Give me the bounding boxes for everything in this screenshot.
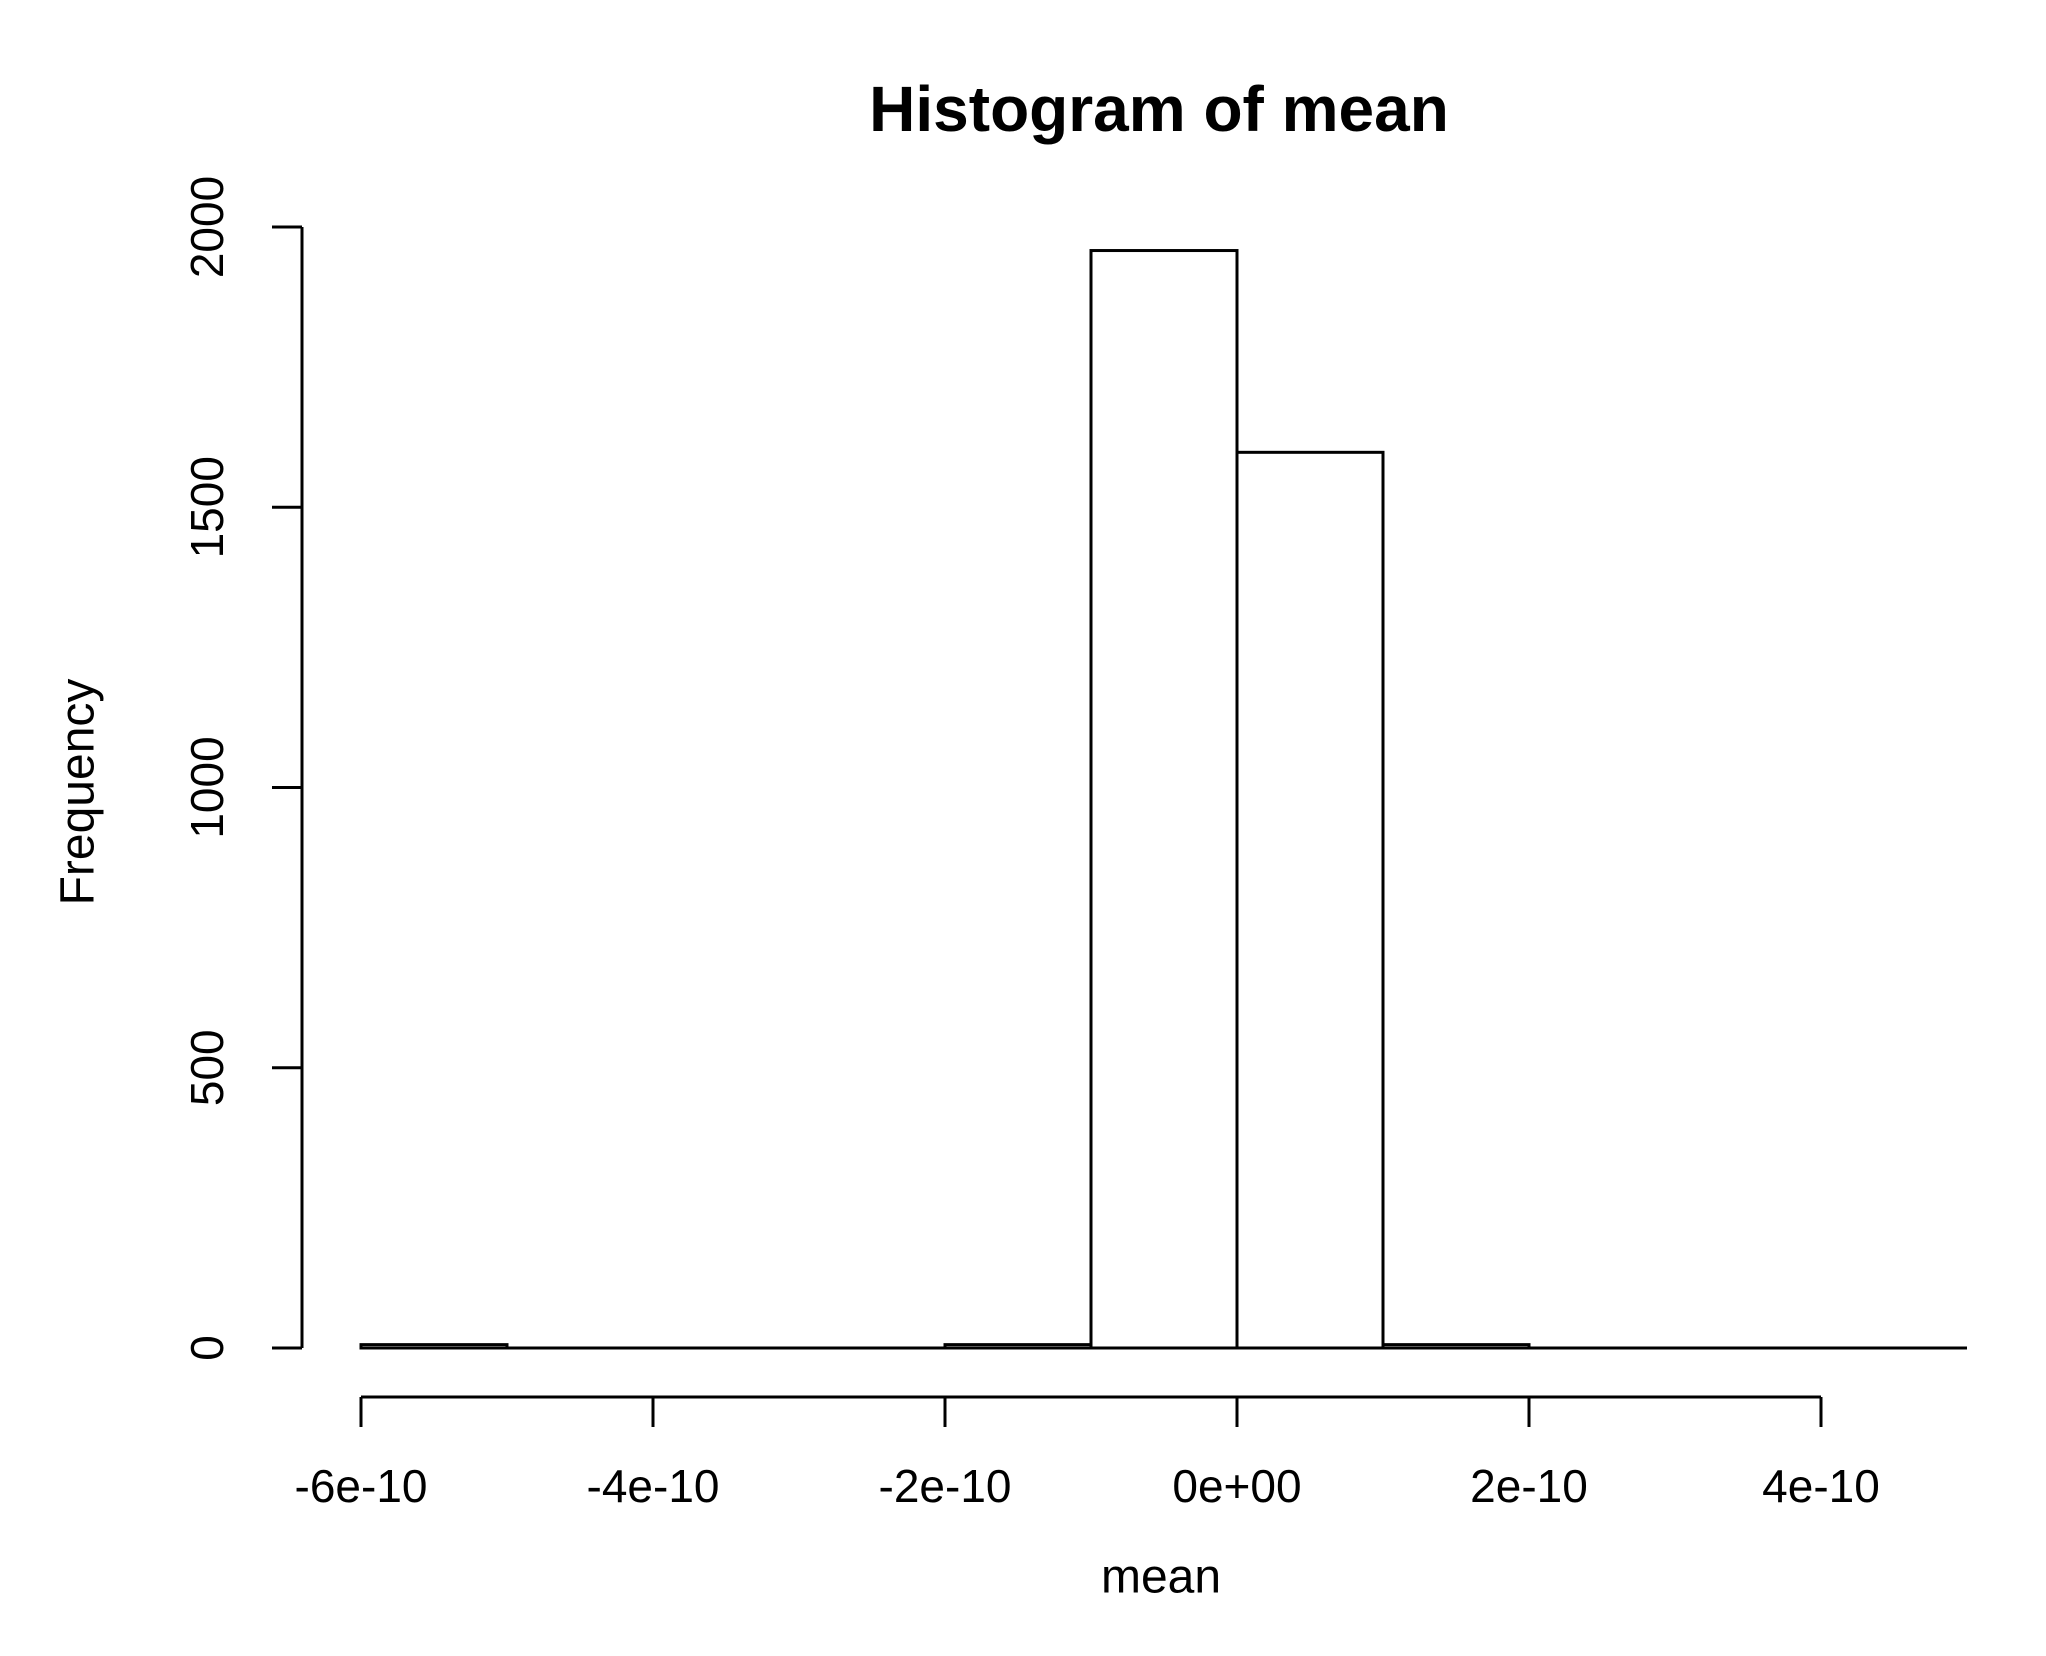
y-tick-label: 500 <box>181 1029 233 1106</box>
x-axis-label: mean <box>1100 1550 1222 1604</box>
histogram-bar <box>1089 249 1239 1350</box>
chart-title: Histogram of mean <box>869 73 1449 145</box>
x-tick-label: 4e-10 <box>1762 1460 1880 1512</box>
y-tick-label: 2000 <box>181 176 233 278</box>
histogram-bar <box>359 1343 509 1350</box>
y-tick-label: 0 <box>181 1335 233 1361</box>
y-tick-label: 1500 <box>181 456 233 558</box>
x-tick-label: -6e-10 <box>295 1460 428 1512</box>
x-tick-label: -4e-10 <box>587 1460 720 1512</box>
x-tick-label: 2e-10 <box>1470 1460 1588 1512</box>
histogram-bar <box>1381 1343 1531 1350</box>
x-tick-label: 0e+00 <box>1172 1460 1301 1512</box>
x-tick-label: -2e-10 <box>879 1460 1012 1512</box>
histogram-bar <box>1235 450 1385 1350</box>
y-tick-label: 1000 <box>181 736 233 838</box>
histogram-bar <box>943 1343 1093 1350</box>
